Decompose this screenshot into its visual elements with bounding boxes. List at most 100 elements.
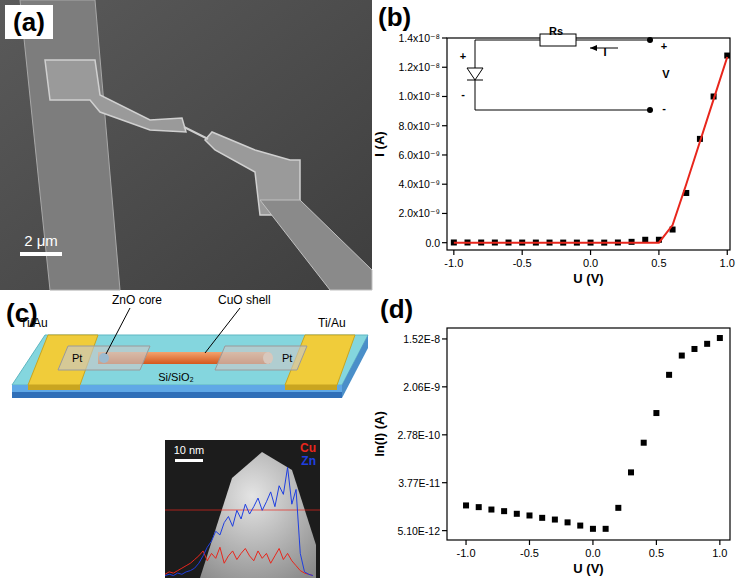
x-tick-label: -1.0: [444, 257, 463, 269]
figure: (a)2 μm(c)Ti/AuTi/AuZnO coreCuO shellPtP…: [0, 0, 746, 578]
terminal: [647, 107, 653, 113]
y-tick: [442, 386, 447, 387]
x-tick: [465, 540, 466, 545]
x-tick: [453, 250, 454, 255]
data-point: [603, 526, 609, 532]
pt-pad-left: [58, 346, 150, 370]
core-label: ZnO core: [112, 293, 162, 307]
y-tick-label: 6.0x10⁻⁹: [398, 149, 440, 161]
sem-electrode-band: [20, 0, 120, 290]
annotation: +: [460, 50, 466, 62]
x-axis-label: U (V): [573, 561, 603, 576]
y-tick-label: 1.2x10⁻⁸: [399, 61, 441, 73]
data-point: [539, 515, 545, 521]
y-tick: [442, 154, 447, 155]
wire: [475, 110, 650, 111]
x-axis-label: U (V): [573, 271, 603, 286]
x-tick-label: -0.5: [513, 257, 532, 269]
y-tick: [442, 37, 447, 38]
y-tick-label: 2.06E-9: [403, 381, 440, 393]
scale-bar-label: 10 nm: [174, 444, 205, 456]
data-point: [717, 335, 723, 341]
y-tick: [442, 96, 447, 97]
panel-label: (d): [380, 294, 413, 324]
data-point: [552, 517, 558, 523]
pad-label: Pt: [72, 352, 82, 364]
x-tick: [590, 250, 591, 255]
data-point: [501, 508, 507, 514]
y-tick-label: 1.0x10⁻⁸: [399, 90, 441, 102]
data-point: [488, 507, 494, 513]
series-line: [165, 467, 313, 575]
x-tick: [719, 540, 720, 545]
data-point: [590, 526, 596, 532]
substrate-bottom: [12, 392, 342, 398]
plot-frame: [447, 38, 730, 250]
y-tick-label: 8.0x10⁻⁹: [398, 120, 440, 132]
y-tick: [442, 213, 447, 214]
electrode-label: Ti/Au: [20, 316, 48, 330]
sem-electrode-left: [45, 60, 186, 132]
y-tick: [442, 125, 447, 126]
y-tick-label: 4.0x10⁻⁹: [398, 178, 440, 190]
x-tick-label: -0.5: [520, 547, 539, 559]
y-tick-label: 5.10E-12: [397, 525, 440, 537]
scale-bar: [20, 252, 62, 256]
arrow-head: [590, 45, 597, 51]
pad-label: Pt: [282, 352, 292, 364]
data-point: [615, 505, 621, 511]
annotation: Rs: [549, 25, 563, 37]
panel-label: (a): [13, 7, 45, 37]
y-tick: [442, 338, 447, 339]
panel-label: (b): [378, 2, 411, 32]
data-point: [691, 346, 697, 352]
scan-line: [165, 510, 320, 511]
y-tick-label: 2.0x10⁻⁹: [398, 207, 440, 219]
data-point: [526, 512, 532, 518]
data-area: [451, 53, 730, 246]
x-tick-label: -1.0: [457, 547, 476, 559]
x-tick-label: 0.5: [649, 547, 664, 559]
electrode-left-front: [28, 385, 80, 390]
wire: [475, 40, 540, 41]
legend-entry: Cu: [300, 441, 316, 455]
x-tick: [658, 250, 659, 255]
terminal: [647, 37, 653, 43]
data-point: [463, 502, 469, 508]
annotation: -: [461, 88, 465, 100]
substrate-label: Si/SiO₂: [158, 371, 193, 383]
y-tick: [442, 184, 447, 185]
shell-label: CuO shell: [218, 293, 271, 307]
y-axis-label: ln(I) (A): [372, 411, 387, 456]
chart: CuZn: [165, 441, 316, 576]
legend-entry: Zn: [301, 454, 316, 468]
data-point: [476, 504, 482, 510]
x-tick: [592, 540, 593, 545]
y-tick-label: 2.78E-10: [397, 429, 440, 441]
data-point: [704, 341, 710, 347]
x-tick-label: 1.0: [712, 547, 727, 559]
annotation: V: [662, 68, 670, 80]
scale-bar: [175, 459, 203, 462]
tem-background: [165, 440, 320, 578]
x-tick-label: 0.0: [585, 547, 600, 559]
y-tick-label: 1.4x10⁻⁸: [399, 32, 441, 44]
data-point: [514, 511, 520, 517]
electrode-label: Ti/Au: [318, 316, 346, 330]
data-point: [666, 372, 672, 378]
annotation: +: [661, 40, 667, 52]
pointer: [205, 308, 240, 353]
wire: [475, 80, 476, 110]
wire: [576, 40, 650, 41]
sem-nanowire: [184, 127, 208, 139]
data-point: [653, 410, 659, 416]
chart: -1.0-0.50.00.51.00.02.0x10⁻⁹4.0x10⁻⁹6.0x…: [372, 25, 735, 286]
sem-electrode-lead: [260, 200, 372, 290]
data-point: [565, 519, 571, 525]
y-axis-label: I (A): [372, 131, 387, 156]
y-tick-label: 0.0: [425, 237, 440, 249]
data-area: [165, 467, 313, 575]
y-tick-label: 1.52E-8: [403, 333, 440, 345]
electrode-right-front: [285, 385, 337, 390]
diode: [467, 68, 483, 80]
